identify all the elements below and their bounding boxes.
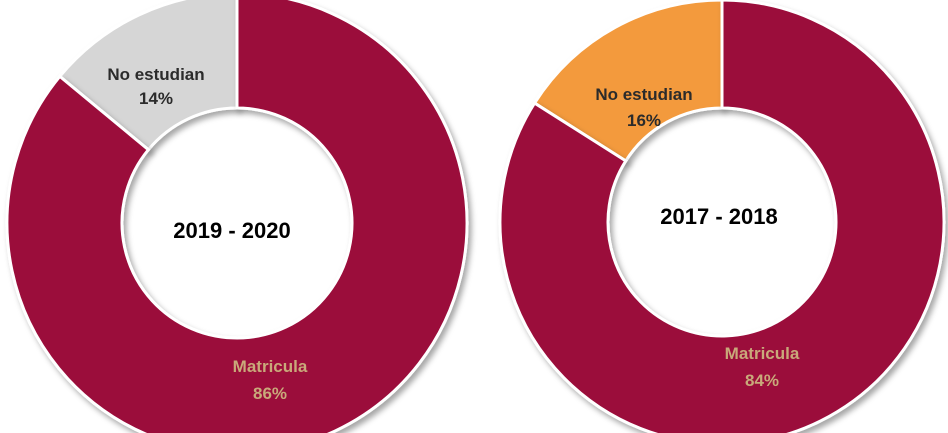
donut-slice-matricula <box>498 0 946 433</box>
center-label: 2019 - 2020 <box>173 218 290 243</box>
donut-slice-no-estudian <box>532 0 724 163</box>
slice-value-no-estudian: 14% <box>139 89 173 108</box>
donut-chart-2019-2020: 2019 - 2020 No estudian 14% Matricula 86… <box>5 0 469 433</box>
center-label: 2017 - 2018 <box>660 204 777 229</box>
slice-label-matricula: Matricula <box>233 357 308 376</box>
slice-value-matricula: 84% <box>745 371 779 390</box>
slice-label-no-estudian: No estudian <box>595 85 692 104</box>
donut-slice-matricula <box>5 0 469 433</box>
slice-value-matricula: 86% <box>253 384 287 403</box>
slice-label-matricula: Matricula <box>725 344 800 363</box>
donut-chart-2017-2018: 2017 - 2018 No estudian 16% Matricula 84… <box>498 0 946 433</box>
slice-label-no-estudian: No estudian <box>107 65 204 84</box>
slice-value-no-estudian: 16% <box>627 111 661 130</box>
